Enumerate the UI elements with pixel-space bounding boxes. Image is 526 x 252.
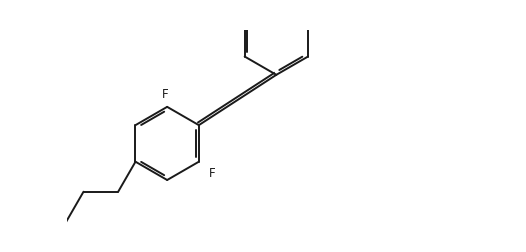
Text: F: F [208, 168, 215, 180]
Text: F: F [162, 88, 168, 101]
